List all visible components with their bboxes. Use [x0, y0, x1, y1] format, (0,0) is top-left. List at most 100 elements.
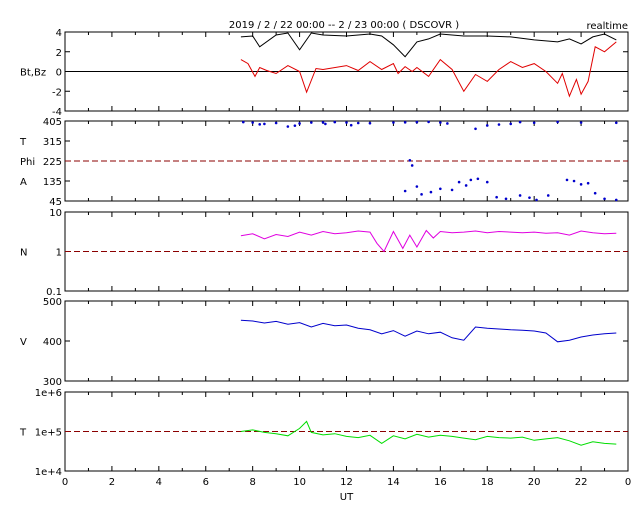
- y-tick-label: 225: [43, 157, 62, 168]
- data-point: [356, 121, 360, 125]
- data-point: [476, 177, 480, 181]
- data-point: [497, 123, 501, 126]
- data-point: [457, 180, 461, 184]
- chart-title: 2019 / 2 / 22 00:00 -- 2 / 23 00:00 ( DS…: [229, 20, 459, 31]
- y-axis-label: Bt,Bz: [20, 68, 46, 79]
- data-point: [298, 122, 301, 125]
- data-point: [439, 121, 442, 124]
- panel-frame: [64, 300, 629, 382]
- series-phi: [241, 120, 618, 202]
- data-point: [324, 122, 327, 126]
- y-tick-label: 1e+4: [35, 467, 62, 478]
- data-point: [333, 120, 337, 124]
- data-point: [593, 191, 597, 195]
- data-point: [565, 178, 569, 182]
- data-point: [518, 120, 522, 124]
- y-axis-label: T: [19, 428, 27, 439]
- y-tick-label: 4: [56, 28, 62, 39]
- data-point: [410, 164, 414, 167]
- data-point: [263, 122, 266, 126]
- data-point: [403, 189, 407, 193]
- x-tick-label: 4: [156, 477, 162, 488]
- panel-angles: 405 315 225 135 45 T Phi A: [19, 117, 629, 208]
- data-point: [415, 120, 419, 124]
- x-tick-label: 16: [434, 477, 447, 488]
- y-axis-label: T: [19, 137, 27, 148]
- series-line-bz: [240, 41, 617, 98]
- data-point: [535, 198, 538, 202]
- data-point: [509, 122, 513, 126]
- data-point: [579, 121, 583, 124]
- data-point: [251, 121, 254, 124]
- x-tick-label: 22: [575, 477, 588, 488]
- y-tick-label: 1e+5: [35, 428, 62, 439]
- y-tick-label: 2: [56, 48, 62, 59]
- y-tick-label: 1e+6: [35, 388, 62, 399]
- data-point: [321, 121, 325, 124]
- data-point: [368, 121, 372, 125]
- y-tick-label: 135: [43, 177, 62, 188]
- panel-temperature: 1e+6 1e+5 1e+4 T: [19, 388, 629, 478]
- y-tick-label: 315: [43, 137, 62, 148]
- data-point: [241, 120, 245, 124]
- data-point: [258, 123, 262, 126]
- x-tick-label: 20: [528, 477, 541, 488]
- y-tick-label: 405: [43, 117, 62, 128]
- panel-density: 10 1 0.1 N: [20, 208, 629, 298]
- x-tick-label: 6: [203, 477, 209, 488]
- data-point: [310, 121, 313, 124]
- data-point: [504, 197, 508, 201]
- x-tick-label: 12: [340, 477, 353, 488]
- y-tick-label: 10: [49, 208, 62, 219]
- y-tick-label: -2: [52, 87, 62, 98]
- data-point: [439, 187, 442, 191]
- data-point: [408, 159, 412, 162]
- data-point: [485, 180, 489, 184]
- x-tick-label: 0: [62, 477, 68, 488]
- data-point: [286, 125, 290, 128]
- data-point: [528, 196, 531, 199]
- x-tick-label: 14: [387, 477, 400, 488]
- data-point: [495, 195, 498, 199]
- data-point: [614, 198, 618, 202]
- data-point: [293, 124, 297, 127]
- x-tick-label: 0: [625, 477, 631, 488]
- data-point: [429, 190, 433, 194]
- data-point: [274, 121, 278, 125]
- x-tick-label: 2: [109, 477, 115, 488]
- data-point: [415, 185, 419, 188]
- data-point: [446, 122, 449, 125]
- data-point: [420, 193, 423, 196]
- data-point: [572, 179, 576, 183]
- series-line-t: [240, 420, 617, 446]
- y-tick-label: 0: [56, 68, 62, 79]
- data-point: [485, 124, 489, 127]
- x-tick-label: 18: [481, 477, 494, 488]
- y-axis-label: V: [20, 337, 27, 348]
- y-axis-label: N: [20, 248, 27, 259]
- data-point: [518, 194, 522, 197]
- y-tick-label: 400: [43, 337, 62, 348]
- data-point: [579, 183, 583, 186]
- series-line-n: [240, 229, 617, 253]
- y-tick-label: -4: [52, 107, 62, 118]
- data-point: [464, 184, 468, 187]
- data-point: [586, 181, 590, 185]
- y-tick-label: 300: [43, 377, 62, 388]
- data-point: [532, 121, 536, 125]
- data-point: [469, 178, 473, 182]
- y-tick-label: 45: [49, 197, 62, 208]
- y-tick-label: 1: [56, 248, 62, 259]
- data-point: [427, 120, 430, 124]
- data-point: [614, 121, 618, 125]
- data-point: [556, 120, 559, 124]
- data-point: [474, 127, 477, 131]
- series-line-v: [240, 319, 617, 343]
- panel-speed: 500 400 300 V: [20, 297, 629, 388]
- data-point: [349, 123, 353, 127]
- y-tick-label: 0.1: [46, 287, 62, 298]
- x-axis-label: UT: [340, 492, 354, 503]
- y-axis-label: Phi: [20, 157, 35, 168]
- y-axis-label: A: [20, 177, 27, 188]
